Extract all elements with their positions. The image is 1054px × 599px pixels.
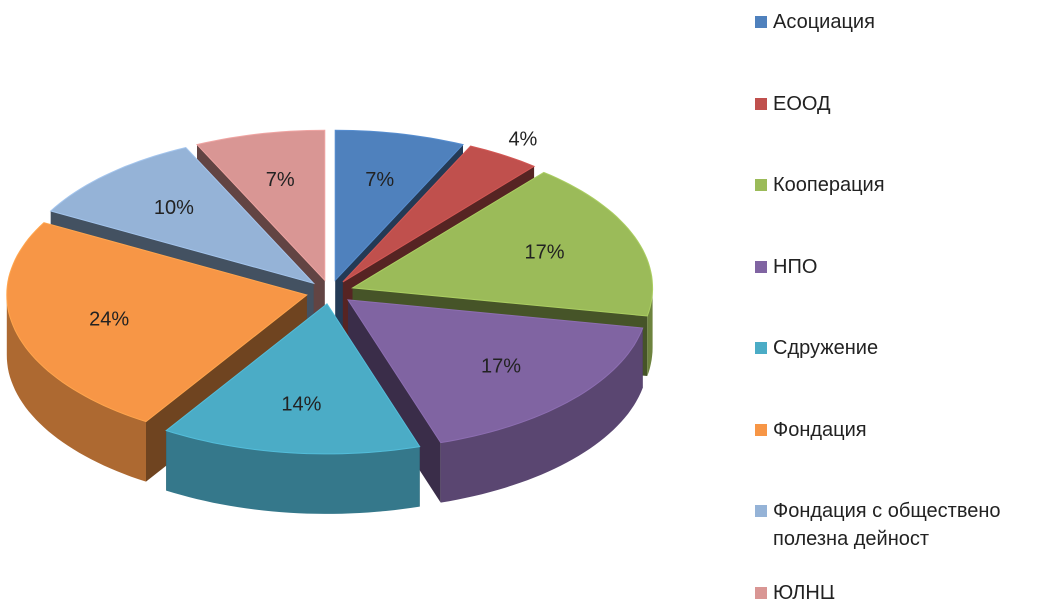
legend-swatch: [755, 586, 767, 599]
legend-label: Фондация с обществено полезна дейност: [773, 500, 1001, 550]
legend-item: ЮЛНЦ: [755, 579, 1050, 599]
legend-label: ЕООД: [773, 92, 831, 115]
slice-wall: [647, 287, 653, 376]
legend-swatch: [755, 260, 767, 273]
legend-label: Сдружение: [773, 337, 879, 359]
slice: [342, 145, 536, 283]
slice: [49, 146, 316, 285]
legend-item: Кооперация: [755, 171, 1050, 199]
legend-label: ЮЛНЦ: [773, 581, 835, 599]
legend-label: Кооперация: [773, 174, 885, 196]
data-label: 7%: [266, 169, 295, 191]
legend-item: НПО: [755, 253, 1050, 281]
data-label: 17%: [481, 356, 521, 378]
data-label: 10%: [154, 197, 194, 219]
legend-item: Сдружение: [755, 334, 1050, 362]
data-label: 14%: [281, 393, 321, 415]
slice: [351, 171, 654, 317]
slice: [347, 299, 644, 444]
legend-item: Фондация с обществено полезна дейност: [755, 497, 1050, 553]
legend-swatch: [755, 505, 767, 517]
legend-label: Фондация: [773, 418, 867, 441]
legend-swatch: [755, 179, 767, 191]
data-label: 7%: [365, 169, 394, 191]
slice-wall: [166, 430, 420, 514]
legend-label: НПО: [773, 255, 818, 278]
legend-item: Асоциация: [755, 8, 1050, 36]
slice-wall: [440, 328, 643, 503]
data-label: 4%: [508, 128, 537, 150]
slice: [6, 222, 308, 423]
legend-swatch: [755, 342, 767, 354]
legend-swatch: [755, 423, 767, 436]
slice: [196, 129, 326, 282]
legend-swatch: [755, 97, 767, 110]
pie-plot: 7% 4% 17% 17% 14% 24% 10% 7%: [6, 128, 654, 514]
legend-label: Асоциация: [773, 11, 875, 33]
data-label: 24%: [89, 309, 129, 331]
slice-wall: [6, 295, 146, 482]
slice: [165, 303, 421, 455]
legend-swatch: [755, 16, 767, 28]
data-label: 17%: [525, 242, 565, 264]
slice: [334, 129, 464, 282]
legend-item: Фондация: [755, 416, 1050, 444]
legend-item: ЕООД: [755, 90, 1050, 118]
